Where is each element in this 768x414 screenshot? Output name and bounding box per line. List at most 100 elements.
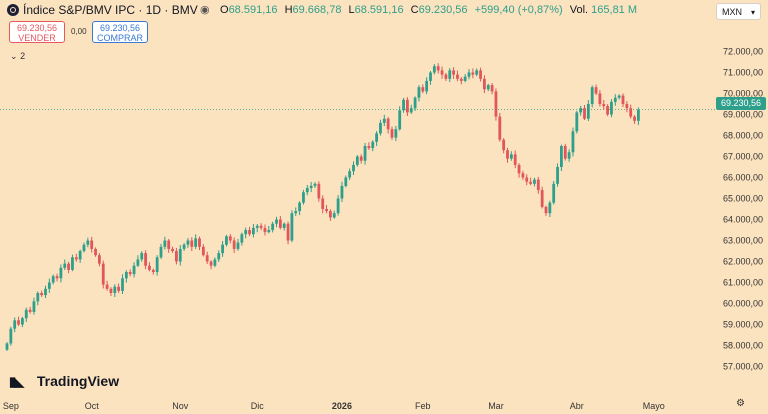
- candle-body: [67, 263, 70, 270]
- candle-body: [13, 320, 17, 329]
- candle-body: [105, 284, 109, 289]
- sell-button[interactable]: 69.230,56 VENDER: [9, 21, 65, 43]
- candle-body: [448, 70, 452, 79]
- volume-value: 165,81 M: [591, 4, 638, 16]
- candle-body: [344, 177, 348, 186]
- candle-body: [602, 104, 606, 107]
- candle-body: [186, 240, 190, 245]
- tradingview-logo: ▮◣ TradingView: [9, 372, 119, 391]
- candle-body: [483, 78, 486, 90]
- candle-body: [471, 72, 475, 75]
- y-tick-label: 58.000,00: [723, 341, 763, 351]
- candle-body: [406, 99, 409, 113]
- candle-body: [371, 141, 375, 149]
- candle-body: [17, 320, 20, 325]
- y-tick-label: 69.000,00: [723, 110, 763, 120]
- candle-body: [382, 118, 386, 123]
- high-key: H: [284, 4, 293, 16]
- symbol-title[interactable]: Índice S&P/BMV IPC · 1D · BMV: [23, 3, 198, 17]
- change-value: +599,40 (+0,87%): [474, 4, 563, 16]
- candle-body: [359, 156, 363, 161]
- candle-body: [263, 227, 267, 233]
- candle-body: [571, 131, 575, 153]
- volume-key: Vol.: [569, 4, 589, 16]
- x-tick-label: Oct: [85, 401, 100, 411]
- candle-body: [44, 288, 47, 296]
- candle-body: [509, 154, 513, 159]
- sell-label: VENDER: [18, 33, 56, 43]
- sell-price: 69.230,56: [16, 23, 58, 33]
- settings-gear-icon[interactable]: ⚙: [736, 398, 745, 409]
- candle-body: [213, 259, 217, 266]
- candle-body: [463, 76, 467, 81]
- candle-body: [217, 253, 221, 260]
- candle-body: [552, 183, 556, 203]
- indicators-toggle[interactable]: ⌄ 2: [10, 51, 25, 62]
- visibility-eye-icon[interactable]: ◉: [200, 4, 210, 16]
- candle-body: [36, 293, 40, 302]
- candle-body: [298, 202, 301, 212]
- candle-body: [221, 244, 224, 254]
- candle-body: [132, 265, 136, 275]
- candle-body: [560, 146, 563, 167]
- candle-body: [567, 152, 571, 159]
- candle-body: [309, 185, 313, 188]
- candle-body: [633, 116, 636, 121]
- candle-body: [240, 234, 244, 243]
- candle-body: [348, 171, 352, 178]
- candle-body: [548, 202, 552, 214]
- y-tick-label: 65.000,00: [723, 194, 763, 204]
- candle-body: [525, 177, 529, 182]
- candle-body: [533, 179, 536, 184]
- candle-body: [506, 150, 509, 159]
- candle-body: [144, 253, 147, 266]
- brand-name: TradingView: [36, 373, 120, 389]
- candle-body: [621, 95, 625, 104]
- candle-body: [275, 219, 278, 224]
- candle-body: [413, 97, 417, 109]
- candle-body: [59, 267, 63, 279]
- candle-body: [398, 110, 402, 130]
- candle-body: [629, 108, 633, 117]
- high-value: 69.668,78: [292, 4, 342, 16]
- candle-body: [363, 146, 367, 161]
- candle-body: [90, 240, 94, 249]
- candle-body: [417, 87, 421, 98]
- candle-body: [78, 251, 82, 260]
- candle-body: [432, 66, 436, 73]
- candle-body: [479, 70, 482, 79]
- currency-select[interactable]: MXN ▾: [716, 3, 761, 20]
- candle-body: [117, 286, 121, 291]
- candle-body: [513, 154, 517, 165]
- x-tick-label: Mar: [488, 401, 504, 411]
- x-tick-label: Nov: [172, 401, 189, 411]
- candle-body: [456, 74, 459, 79]
- candle-body: [575, 112, 579, 132]
- candle-body: [590, 87, 594, 104]
- candle-body: [467, 72, 471, 77]
- candle-body: [625, 104, 629, 109]
- candle-body: [190, 240, 194, 247]
- x-tick-label: Dic: [251, 401, 264, 411]
- candle-body: [610, 101, 613, 115]
- candle-body: [32, 301, 36, 312]
- candle-body: [421, 87, 425, 92]
- candle-body: [163, 240, 167, 247]
- candle-body: [367, 146, 371, 149]
- candle-body: [502, 139, 506, 151]
- y-tick-label: 63.000,00: [723, 236, 763, 246]
- chevron-down-icon: ▾: [750, 8, 755, 17]
- last-price-tag: 69.230,56: [716, 97, 766, 110]
- candle-body: [101, 263, 105, 285]
- candle-body: [394, 129, 398, 138]
- candle-body: [598, 93, 602, 104]
- candle-body: [536, 179, 540, 191]
- candle-body: [429, 72, 432, 81]
- candle-body: [440, 70, 444, 75]
- candle-body: [617, 95, 621, 98]
- y-tick-label: 60.000,00: [723, 299, 763, 309]
- candle-body: [182, 244, 186, 249]
- candle-body: [594, 87, 598, 94]
- buy-button[interactable]: 69.230,56 COMPRAR: [92, 21, 148, 43]
